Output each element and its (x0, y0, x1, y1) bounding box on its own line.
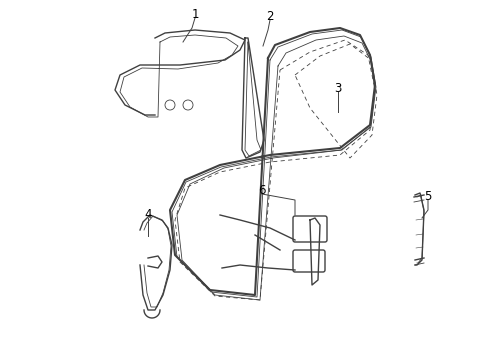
Text: 2: 2 (266, 9, 274, 22)
Text: 3: 3 (334, 81, 342, 94)
Text: 1: 1 (191, 8, 199, 21)
Text: 5: 5 (424, 189, 432, 202)
Text: 4: 4 (144, 207, 152, 220)
Text: 6: 6 (258, 184, 266, 197)
